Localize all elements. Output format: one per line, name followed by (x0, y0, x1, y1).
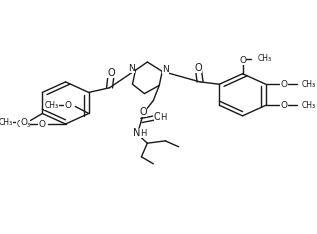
Text: CH₃: CH₃ (301, 80, 316, 89)
Text: CH₃: CH₃ (301, 101, 316, 110)
Text: CH₃: CH₃ (16, 120, 30, 128)
Text: H: H (141, 129, 147, 138)
Text: CH₃: CH₃ (44, 101, 59, 110)
Text: CH₃: CH₃ (0, 118, 13, 127)
Text: O: O (280, 101, 287, 110)
Text: O: O (38, 120, 45, 128)
Text: H: H (160, 113, 166, 122)
Text: O: O (154, 112, 162, 122)
Text: O: O (280, 80, 287, 89)
Text: CH₃: CH₃ (257, 54, 272, 63)
Text: O: O (20, 118, 27, 127)
Text: O: O (107, 68, 115, 78)
Text: N: N (133, 128, 141, 138)
Text: O: O (239, 56, 246, 65)
Text: O: O (139, 107, 147, 117)
Text: O: O (64, 101, 71, 110)
Text: O: O (195, 63, 202, 73)
Text: N: N (128, 64, 135, 73)
Text: N: N (162, 65, 169, 74)
